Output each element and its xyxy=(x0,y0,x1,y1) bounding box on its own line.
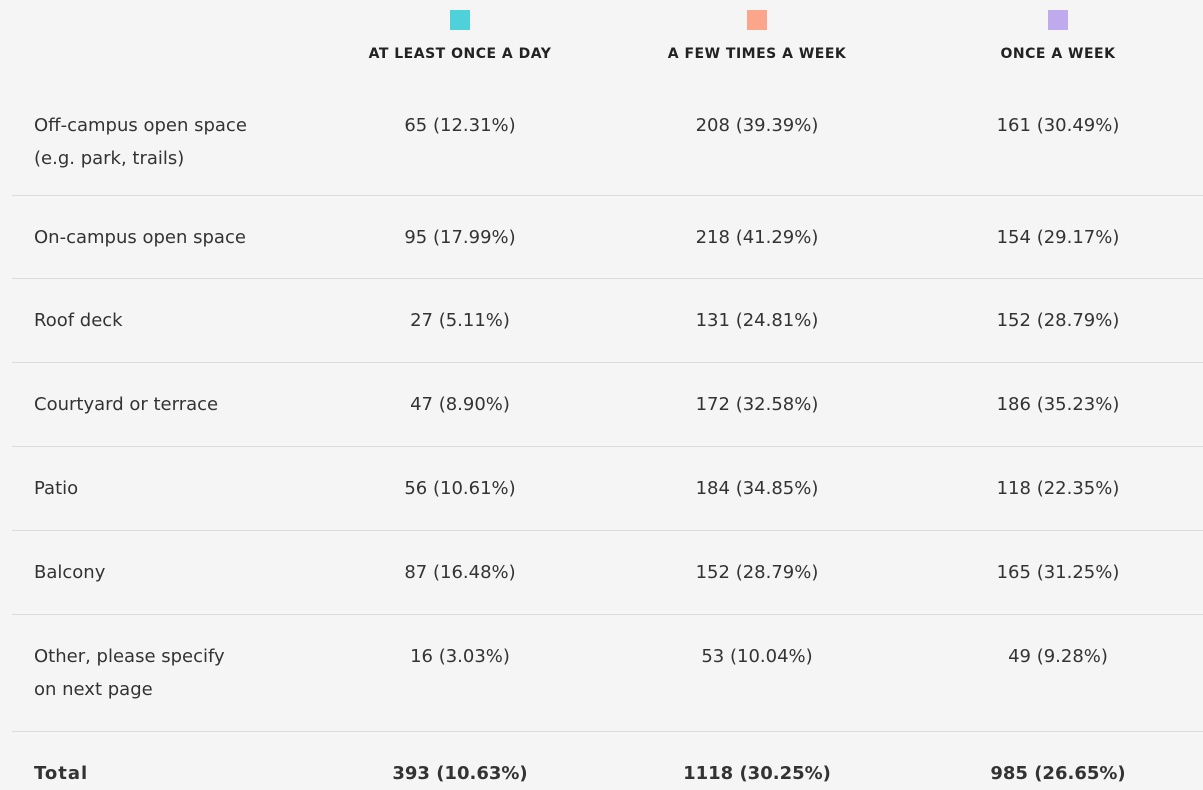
cell: 161 (30.49%) xyxy=(996,115,1120,136)
legend-swatch xyxy=(1048,10,1068,30)
total-label: Total xyxy=(34,763,89,784)
cell: 56 (10.61%) xyxy=(404,478,516,499)
row-separator xyxy=(12,362,1203,363)
row-separator xyxy=(12,278,1203,279)
column-header: ONCE A WEEK xyxy=(1000,46,1116,62)
cell: 218 (41.29%) xyxy=(695,227,819,248)
cell: 154 (29.17%) xyxy=(996,227,1120,248)
cell: 131 (24.81%) xyxy=(695,310,819,331)
row-label: Off-campus open space xyxy=(34,115,247,136)
legend-swatch xyxy=(450,10,470,30)
row-separator xyxy=(12,614,1203,615)
cell: 49 (9.28%) xyxy=(1008,646,1108,667)
row-label: Balcony xyxy=(34,562,106,583)
cell: 16 (3.03%) xyxy=(410,646,510,667)
column-header: A FEW TIMES A WEEK xyxy=(667,46,847,62)
row-label: Other, please specify xyxy=(34,646,225,667)
row-label: (e.g. park, trails) xyxy=(34,148,185,169)
cell: 95 (17.99%) xyxy=(404,227,516,248)
cell: 65 (12.31%) xyxy=(404,115,516,136)
row-label: Courtyard or terrace xyxy=(34,394,219,415)
cell: 87 (16.48%) xyxy=(404,562,516,583)
cell: 27 (5.11%) xyxy=(410,310,510,331)
total-cell: 1118 (30.25%) xyxy=(683,763,831,784)
total-cell: 393 (10.63%) xyxy=(392,763,528,784)
row-separator xyxy=(12,731,1203,732)
legend-swatch xyxy=(747,10,767,30)
cell: 53 (10.04%) xyxy=(701,646,813,667)
row-label: On-campus open space xyxy=(34,227,246,248)
total-cell: 985 (26.65%) xyxy=(990,763,1126,784)
row-label: Patio xyxy=(34,478,79,499)
cell: 47 (8.90%) xyxy=(410,394,510,415)
row-label: Roof deck xyxy=(34,310,123,331)
cell: 165 (31.25%) xyxy=(996,562,1120,583)
cell: 186 (35.23%) xyxy=(996,394,1120,415)
cell: 172 (32.58%) xyxy=(695,394,819,415)
row-separator xyxy=(12,195,1203,196)
row-label: on next page xyxy=(34,679,153,700)
row-separator xyxy=(12,530,1203,531)
column-header: AT LEAST ONCE A DAY xyxy=(368,46,552,62)
cell: 184 (34.85%) xyxy=(695,478,819,499)
cell: 152 (28.79%) xyxy=(695,562,819,583)
row-separator xyxy=(12,446,1203,447)
cell: 118 (22.35%) xyxy=(996,478,1120,499)
cell: 208 (39.39%) xyxy=(695,115,819,136)
cell: 152 (28.79%) xyxy=(996,310,1120,331)
